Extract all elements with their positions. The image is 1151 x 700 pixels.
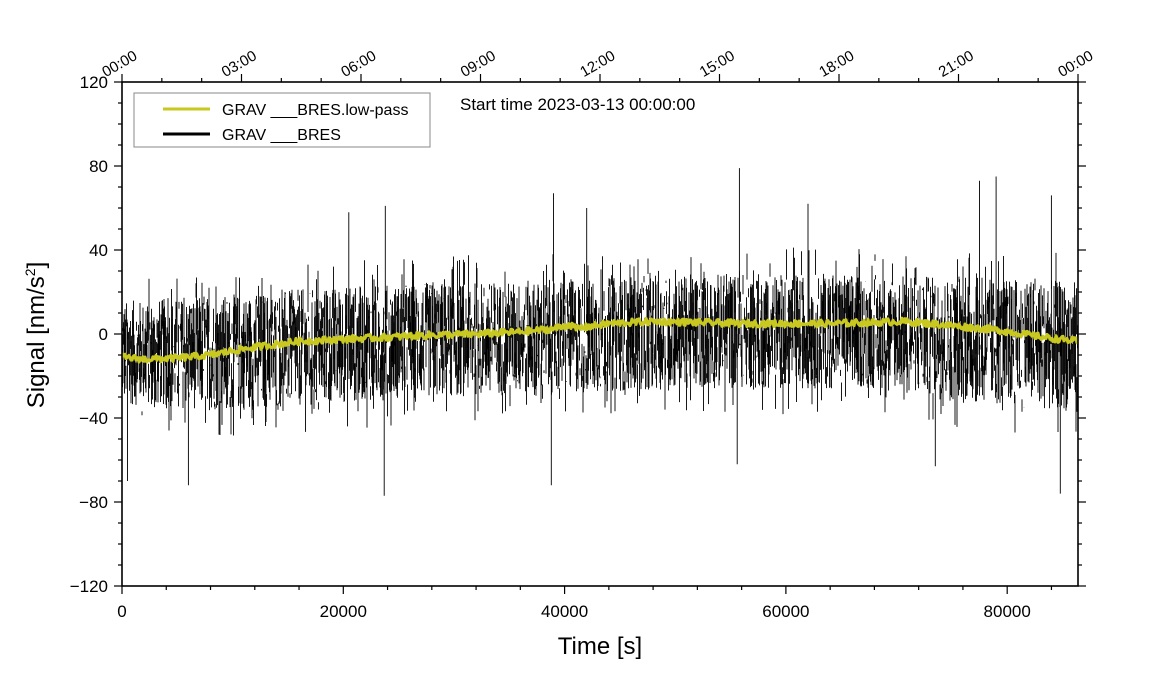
y-axis-title-sup: 2	[22, 268, 38, 276]
x-tick-label: 40000	[541, 602, 588, 621]
top-tick-label: 12:00	[577, 47, 618, 80]
y-tick-label: 120	[80, 73, 108, 92]
y-tick-label: −80	[79, 493, 108, 512]
x-axis-title: Time [s]	[558, 633, 642, 660]
y-axis-title-main: Signal [nm/s	[23, 276, 50, 408]
legend-box	[133, 92, 431, 148]
top-tick-label: 06:00	[338, 47, 379, 80]
y-axis-title: Signal [nm/s2]	[22, 262, 50, 409]
top-time-axis: 00:00 03:00 06:00 09:00 12:00 15:00 18:00 21:00…	[99, 47, 1096, 82]
top-tick-label: 00:00	[99, 47, 140, 80]
top-tick-label: 09:00	[458, 47, 499, 80]
x-tick-label: 80000	[984, 602, 1031, 621]
y-axis-title-end: ]	[23, 262, 50, 269]
legend: GRAV ___BRES.low-pass GRAV ___BRES	[133, 92, 431, 148]
top-tick-label: 00:00	[1055, 47, 1096, 80]
legend-label-low-pass: GRAV ___BRES.low-pass	[222, 102, 408, 119]
x-tick-label: 20000	[320, 602, 367, 621]
y-tick-label: 80	[89, 157, 108, 176]
top-tick-label: 18:00	[816, 47, 857, 80]
legend-label-raw: GRAV ___BRES	[222, 127, 341, 144]
top-tick-label: 21:00	[936, 47, 977, 80]
x-tick-label: 0	[117, 602, 126, 621]
top-tick-label: 15:00	[697, 47, 738, 80]
y-tick-label: 0	[99, 325, 108, 344]
x-axis: 0 20000 40000 60000 80000	[117, 586, 1053, 621]
series-line-bres-low-pass	[122, 316, 1078, 364]
y-tick-label: −120	[70, 577, 108, 596]
y-axis: −120 −80 −40 0 40 80 120	[70, 73, 1086, 596]
start-time-annotation: Start time 2023-03-13 00:00:00	[460, 95, 695, 114]
series-line-bres	[122, 168, 1078, 496]
top-tick-label: 03:00	[219, 47, 260, 80]
y-tick-label: −40	[79, 409, 108, 428]
x-tick-label: 60000	[762, 602, 809, 621]
y-tick-label: 40	[89, 241, 108, 260]
